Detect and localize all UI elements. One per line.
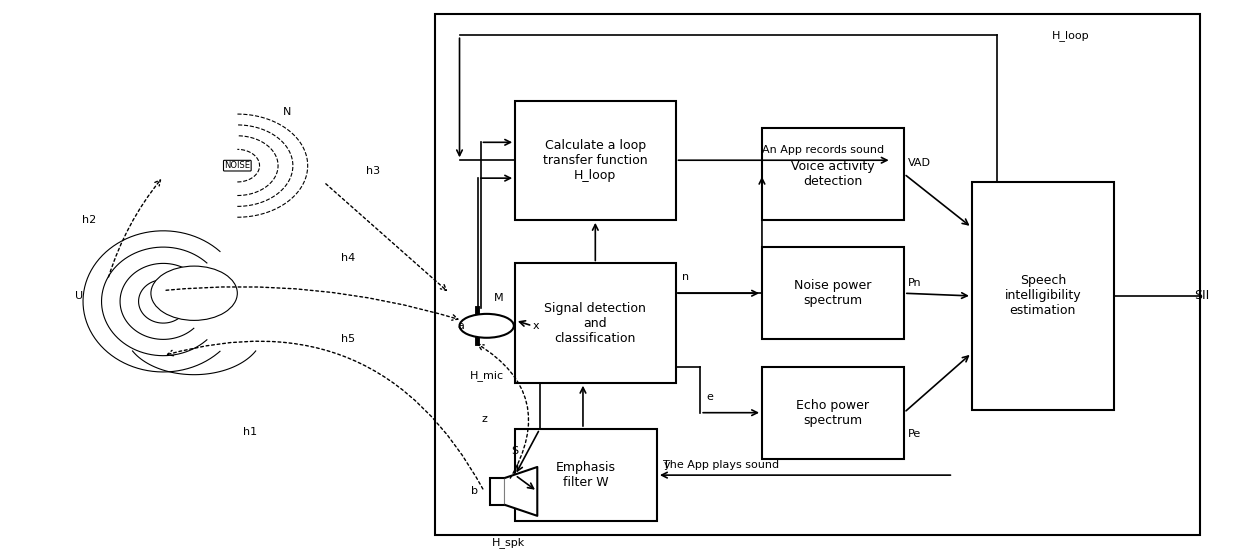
Text: S: S — [512, 446, 518, 456]
Polygon shape — [505, 467, 537, 516]
Text: Pe: Pe — [908, 429, 921, 439]
Text: N: N — [283, 107, 291, 117]
Text: NOISE: NOISE — [224, 161, 250, 170]
Circle shape — [460, 314, 513, 338]
Text: H_loop: H_loop — [1052, 30, 1090, 41]
Text: Pn: Pn — [908, 278, 921, 288]
Text: VAD: VAD — [908, 158, 931, 168]
Text: h2: h2 — [82, 215, 97, 225]
Text: The App plays sound: The App plays sound — [663, 460, 779, 469]
Text: An App records sound: An App records sound — [761, 145, 884, 155]
Text: z: z — [481, 414, 487, 424]
FancyBboxPatch shape — [972, 182, 1114, 410]
Ellipse shape — [151, 266, 237, 320]
Text: Echo power
spectrum: Echo power spectrum — [796, 399, 869, 427]
Text: b: b — [471, 487, 479, 497]
Text: Noise power
spectrum: Noise power spectrum — [795, 279, 872, 307]
Text: Emphasis
filter W: Emphasis filter W — [556, 461, 616, 489]
Text: a: a — [458, 321, 465, 331]
FancyBboxPatch shape — [490, 478, 505, 505]
FancyBboxPatch shape — [761, 247, 904, 340]
FancyBboxPatch shape — [761, 128, 904, 220]
Text: x: x — [532, 321, 539, 331]
Text: h5: h5 — [341, 335, 356, 345]
FancyBboxPatch shape — [761, 367, 904, 459]
Text: h3: h3 — [366, 166, 381, 176]
FancyBboxPatch shape — [515, 429, 657, 521]
Text: Signal detection
and
classification: Signal detection and classification — [544, 301, 646, 345]
Text: H_spk: H_spk — [492, 538, 526, 549]
Text: M: M — [495, 293, 503, 303]
Text: h4: h4 — [341, 253, 356, 263]
Text: SII: SII — [1194, 289, 1209, 302]
Text: H_mic: H_mic — [470, 371, 503, 381]
FancyBboxPatch shape — [515, 101, 676, 220]
Text: y: y — [663, 460, 670, 469]
Text: U: U — [74, 291, 83, 301]
Text: Calculate a loop
transfer function
H_loop: Calculate a loop transfer function H_loo… — [543, 139, 647, 182]
Text: e: e — [707, 392, 713, 402]
Text: h1: h1 — [243, 427, 257, 437]
Text: Speech
intelligibility
estimation: Speech intelligibility estimation — [1004, 274, 1081, 317]
FancyBboxPatch shape — [515, 263, 676, 383]
Text: Voice activity
detection: Voice activity detection — [791, 160, 874, 188]
Text: n: n — [682, 273, 689, 283]
